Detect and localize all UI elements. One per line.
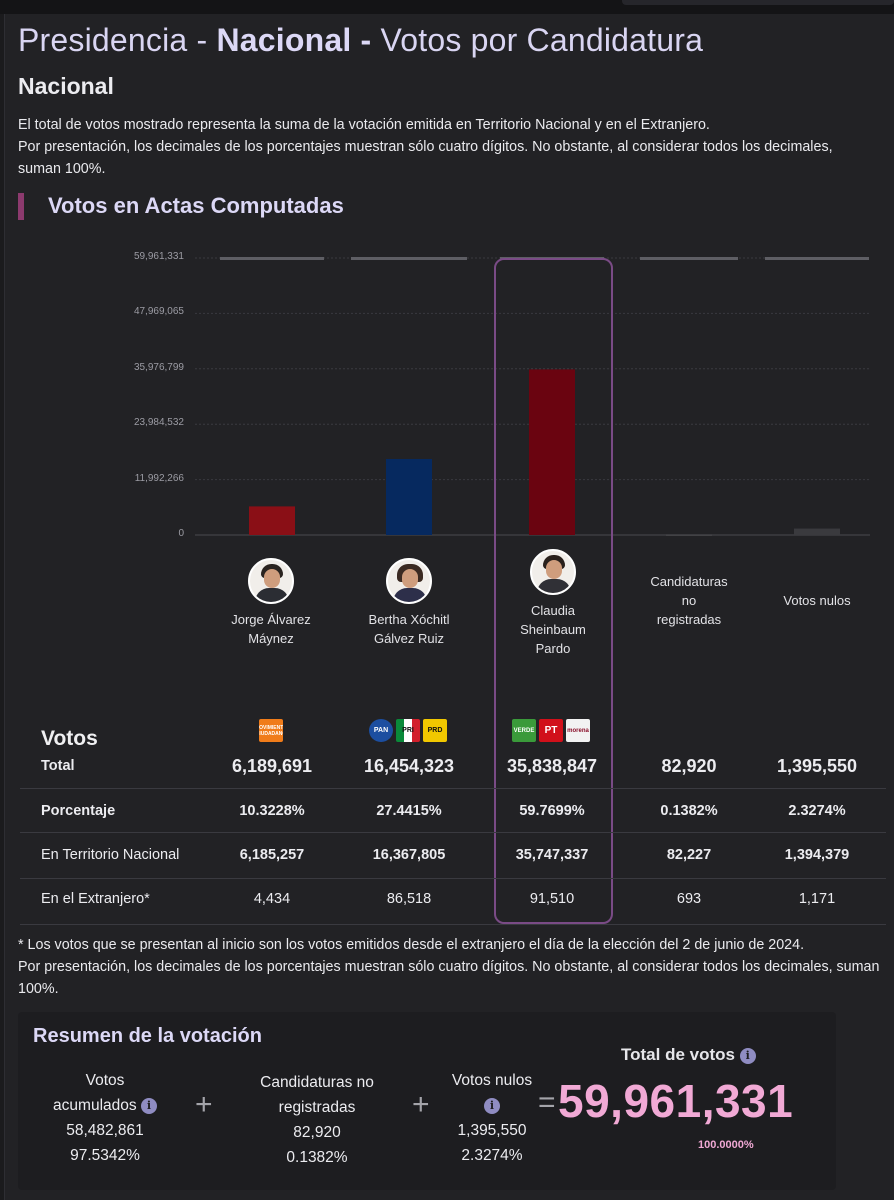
row-divider	[20, 788, 886, 789]
extranjero-cell: 91,510	[529, 891, 575, 907]
candidate-maynez[interactable]: Jorge Álvarez Máynez	[206, 558, 336, 648]
y-tick-label: 23,984,532	[133, 417, 184, 429]
info-icon[interactable]: i	[739, 1047, 756, 1064]
morena-logo-icon: morena	[566, 719, 590, 742]
extranjero-cell: 86,518	[386, 891, 432, 907]
pri-logo-icon: PRI	[396, 719, 420, 742]
chart-canvas	[195, 257, 870, 536]
prd-logo-icon: PRD	[423, 719, 447, 742]
total-votos-percentage: 100.0000%	[698, 1139, 754, 1151]
avatar-icon	[530, 549, 576, 595]
pct-cell: 2.3274%	[788, 803, 846, 819]
row-divider	[20, 924, 886, 925]
votos-label: Votos	[41, 727, 98, 750]
candidate-votos-nulos[interactable]: Votos nulos	[752, 591, 882, 610]
section-accent-bar	[18, 193, 24, 220]
pct-cell: 0.1382%	[660, 803, 718, 819]
bar-0[interactable]	[249, 506, 295, 535]
pan-logo-icon: PAN	[369, 719, 393, 742]
nacional-cell: 16,367,805	[372, 847, 446, 863]
bar-2[interactable]	[529, 369, 575, 535]
candidate-name: Votos nulos	[783, 593, 851, 608]
avatar-icon	[248, 558, 294, 604]
info-icon[interactable]: i	[484, 1097, 500, 1114]
bar-max-cap	[351, 257, 467, 260]
votes-bar-chart	[0, 240, 894, 700]
party-logos-fuerza: PAN PRI PRD	[369, 719, 447, 742]
total-cell: 16,454,323	[363, 756, 455, 776]
verde-logo-icon: VERDE	[512, 719, 536, 742]
party-logos-mc: MOVIMIENTO CIUDADANO	[259, 719, 283, 742]
party-logos-shh: VERDE PT morena	[512, 719, 590, 742]
extranjero-row-label: En el Extranjero*	[41, 891, 150, 907]
pt-logo-icon: PT	[539, 719, 563, 742]
total-cell: 1,395,550	[776, 756, 858, 776]
total-cell: 82,920	[661, 756, 717, 776]
bar-max-cap	[220, 257, 324, 260]
total-votos-title: Total de votos i	[621, 1045, 756, 1065]
mc-logo-icon: MOVIMIENTO CIUDADANO	[259, 719, 283, 742]
candidate-name: Candidaturas no registradas	[650, 574, 728, 627]
nacional-cell: 35,747,337	[515, 847, 589, 863]
equals-operator: =	[538, 1086, 556, 1119]
plus-operator: +	[412, 1088, 430, 1121]
y-tick-label: 11,992,266	[134, 472, 184, 484]
total-cell: 35,838,847	[506, 756, 598, 776]
bar-max-cap	[765, 257, 869, 260]
row-divider	[20, 878, 886, 879]
y-tick-label: 47,969,065	[133, 306, 184, 318]
y-tick-label: 35,976,799	[133, 361, 184, 373]
info-icon[interactable]: i	[140, 1097, 157, 1114]
avatar-icon	[386, 558, 432, 604]
summary-votos-nulos: Votos nulos i 1,395,550 2.3274%	[451, 1072, 533, 1164]
candidate-name: Jorge Álvarez Máynez	[231, 612, 311, 646]
bar-3[interactable]	[666, 534, 712, 536]
summary-acumulados: Votos acumulados i 58,482,861 97.5342%	[30, 1068, 180, 1168]
y-tick-label: 0	[178, 528, 184, 539]
total-row-label: Total	[41, 758, 75, 774]
summary-no-registradas: Candidaturas no registradas 82,920 0.138…	[260, 1074, 374, 1166]
top-tab[interactable]	[622, 0, 894, 5]
bar-max-cap	[500, 257, 604, 260]
candidate-no-registradas[interactable]: Candidaturas no registradas	[624, 572, 754, 629]
plus-operator: +	[195, 1088, 213, 1121]
candidate-name: Bertha Xóchitl Gálvez Ruiz	[368, 612, 450, 646]
top-strip	[0, 0, 894, 14]
footnote: * Los votos que se presentan al inicio s…	[18, 937, 880, 997]
nacional-cell: 82,227	[666, 847, 712, 863]
candidate-galvez[interactable]: Bertha Xóchitl Gálvez Ruiz	[344, 558, 474, 648]
y-tick-label: 59,961,331	[133, 251, 184, 262]
candidate-sheinbaum[interactable]: Claudia Sheinbaum Pardo	[488, 549, 618, 658]
extranjero-cell: 4,434	[253, 891, 291, 907]
page-subtitle: Nacional	[18, 73, 114, 99]
bar-max-cap	[640, 257, 738, 260]
extranjero-cell: 693	[676, 891, 702, 907]
percentage-row-label: Porcentaje	[41, 803, 116, 819]
pct-cell: 27.4415%	[376, 803, 442, 819]
nacional-cell: 6,185,257	[239, 847, 305, 863]
bar-4[interactable]	[794, 528, 840, 535]
candidate-name: Claudia Sheinbaum Pardo	[520, 603, 586, 656]
bar-1[interactable]	[386, 458, 432, 535]
total-votos-number: 59,961,331	[558, 1075, 794, 1127]
pct-cell: 59.7699%	[519, 803, 585, 819]
summary-title: Resumen de la votación	[33, 1025, 262, 1047]
results-panel	[4, 14, 894, 1200]
nacional-row-label: En Territorio Nacional	[41, 847, 180, 863]
page-description: El total de votos mostrado representa la…	[18, 117, 833, 177]
section-title: Votos en Actas Computadas	[48, 193, 344, 218]
extranjero-cell: 1,171	[798, 891, 836, 907]
total-cell: 6,189,691	[231, 756, 313, 776]
page-title: Presidencia - Nacional - Votos por Candi…	[18, 22, 704, 58]
pct-cell: 10.3228%	[239, 803, 305, 819]
nacional-cell: 1,394,379	[784, 847, 850, 863]
row-divider	[20, 832, 886, 833]
